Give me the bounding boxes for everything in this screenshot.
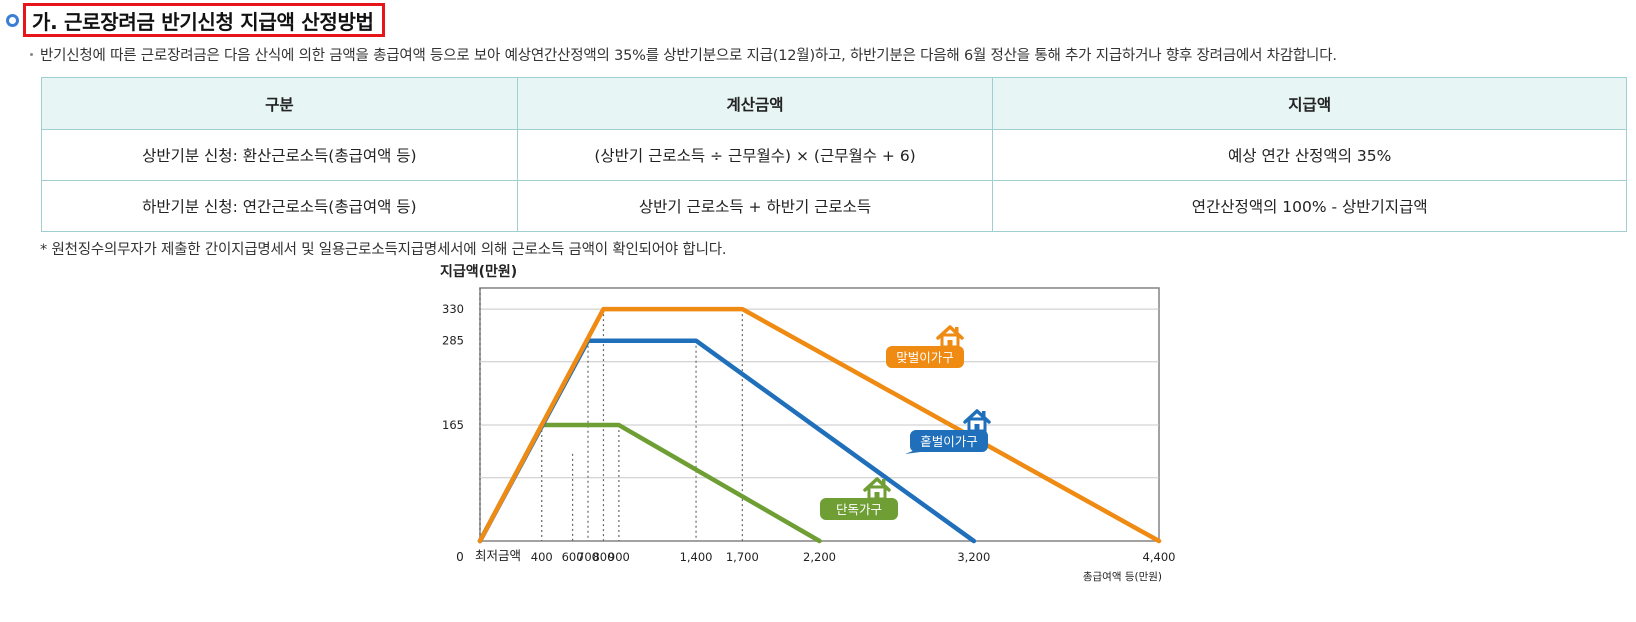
description-text: 반기신청에 따른 근로장려금은 다음 산식에 의한 금액을 총급여액 등으로 보… [40,48,1337,64]
payment-chart: 지급액(만원) 330 285 165 0 최저금액 400 600 700 800 900 1,40… [440,264,1230,622]
section-heading-row: 가. 근로장려금 반기신청 지급액 산정방법 [6,3,385,37]
x-tick-label: 900 [608,550,630,564]
table-cell: 상반기 근로소득 + 하반기 근로소득 [516,180,994,232]
x-min-label: 최저금액 [475,548,521,563]
house-icon [936,325,964,349]
description-line: 반기신청에 따른 근로장려금은 다음 산식에 의한 금액을 총급여액 등으로 보… [30,44,1337,65]
y-axis-title: 지급액(만원) [440,264,517,280]
section-heading: 가. 근로장려금 반기신청 지급액 산정방법 [23,3,385,37]
plot-frame [479,287,1160,542]
table-cell: 연간산정액의 100% - 상반기지급액 [992,180,1627,232]
table-cell: 상반기분 신청: 환산근로소득(총급여액 등) [41,129,518,181]
bullet-ring-icon [6,13,19,27]
x-tick-label: 400 [531,550,553,564]
table-header-row: 구분 계산금액 지급액 [41,77,1627,130]
house-icon [963,409,991,433]
x-tick-label: 700 [577,550,599,564]
table-header-cell: 지급액 [992,77,1627,130]
x-tick-label: 3,200 [957,550,990,564]
series-line [477,306,1162,544]
x-tick-label: 800 [592,550,614,564]
series-label-box [886,346,964,368]
series-label: 맞벌이가구 [896,350,954,365]
x-tick-label: 1,400 [680,550,713,564]
series-label-box [820,498,898,520]
house-icon [863,477,891,501]
x-origin-label: 0 [456,550,464,564]
x-axis-title: 총급여액 등(만원) [1083,571,1162,583]
x-tick-label: 1,700 [726,550,759,564]
series-label: 단독가구 [836,502,882,517]
x-tick-label: 4,400 [1143,550,1176,564]
y-tick-label: 330 [442,302,464,316]
bullet-dot-icon [30,52,33,56]
table-header-cell: 구분 [41,77,518,130]
table-cell: (상반기 근로소득 ÷ 근무월수) × (근무월수 + 6) [516,129,994,181]
calculation-table: 구분 계산금액 지급액 상반기분 신청: 환산근로소득(총급여액 등) (상반기… [41,77,1627,232]
x-tick-label: 2,200 [803,550,836,564]
y-tick-label: 285 [442,334,464,348]
table-row: 상반기분 신청: 환산근로소득(총급여액 등) (상반기 근로소득 ÷ 근무월수… [41,129,1627,181]
x-tick-label: 600 [562,550,584,564]
series-label-box [910,430,988,452]
table-cell: 하반기분 신청: 연간근로소득(총급여액 등) [41,180,518,232]
y-tick-label: 165 [442,418,464,432]
series-label: 홑벌이가구 [920,434,978,449]
table-cell: 예상 연간 산정액의 35% [992,129,1627,181]
table-header-cell: 계산금액 [516,77,994,130]
table-row: 하반기분 신청: 연간근로소득(총급여액 등) 상반기 근로소득 + 하반기 근… [41,180,1627,232]
footnote: * 원천징수의무자가 제출한 간이지급명세서 및 일용근로소득지급명세서에 의해… [40,242,727,258]
